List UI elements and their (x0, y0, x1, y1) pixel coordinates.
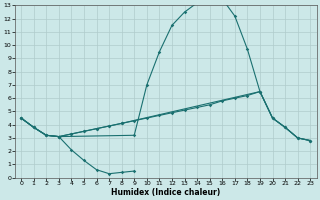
X-axis label: Humidex (Indice chaleur): Humidex (Indice chaleur) (111, 188, 220, 197)
